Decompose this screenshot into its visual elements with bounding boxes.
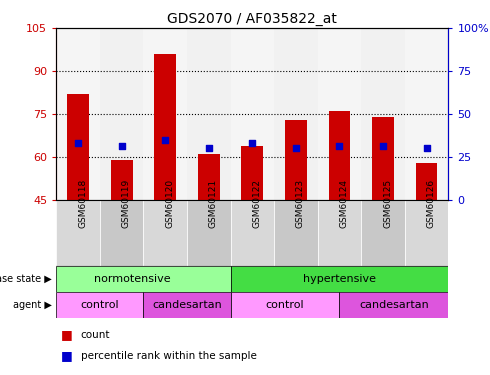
Bar bbox=[187, 200, 231, 266]
Text: GSM60122: GSM60122 bbox=[252, 179, 261, 228]
Text: agent ▶: agent ▶ bbox=[13, 300, 51, 310]
Point bbox=[205, 146, 213, 152]
Text: GSM60125: GSM60125 bbox=[383, 179, 392, 228]
Point bbox=[74, 140, 82, 146]
Bar bbox=[285, 120, 307, 200]
Bar bbox=[56, 266, 231, 292]
Text: GSM60121: GSM60121 bbox=[209, 179, 218, 228]
Text: GSM60123: GSM60123 bbox=[296, 179, 305, 228]
Point bbox=[379, 142, 387, 148]
Bar bbox=[100, 200, 144, 266]
Point bbox=[292, 146, 300, 152]
Bar bbox=[242, 146, 263, 200]
Bar bbox=[405, 28, 448, 200]
Bar bbox=[231, 292, 340, 318]
Text: percentile rank within the sample: percentile rank within the sample bbox=[81, 351, 257, 361]
Bar bbox=[154, 54, 176, 200]
Text: control: control bbox=[80, 300, 119, 310]
Text: GSM60120: GSM60120 bbox=[165, 179, 174, 228]
Bar bbox=[56, 28, 100, 200]
Bar bbox=[231, 28, 274, 200]
Bar bbox=[67, 94, 89, 200]
Text: hypertensive: hypertensive bbox=[303, 274, 376, 284]
Bar bbox=[231, 200, 274, 266]
Point bbox=[161, 137, 169, 143]
Bar bbox=[111, 160, 133, 200]
Bar bbox=[274, 200, 318, 266]
Text: GSM60126: GSM60126 bbox=[427, 179, 436, 228]
Bar bbox=[100, 28, 144, 200]
Title: GDS2070 / AF035822_at: GDS2070 / AF035822_at bbox=[168, 12, 337, 26]
Bar bbox=[361, 28, 405, 200]
Point bbox=[118, 142, 125, 148]
Text: candesartan: candesartan bbox=[152, 300, 222, 310]
Bar bbox=[144, 28, 187, 200]
Text: control: control bbox=[266, 300, 304, 310]
Bar bbox=[329, 111, 350, 200]
Bar bbox=[144, 292, 231, 318]
Text: ■: ■ bbox=[61, 349, 73, 362]
Text: candesartan: candesartan bbox=[359, 300, 429, 310]
Text: GSM60124: GSM60124 bbox=[340, 179, 348, 228]
Bar bbox=[372, 117, 394, 200]
Text: count: count bbox=[81, 330, 110, 340]
Bar bbox=[144, 200, 187, 266]
Bar bbox=[187, 28, 231, 200]
Text: disease state ▶: disease state ▶ bbox=[0, 274, 51, 284]
Point bbox=[248, 140, 256, 146]
Bar bbox=[361, 200, 405, 266]
Bar bbox=[56, 292, 144, 318]
Bar bbox=[198, 154, 220, 200]
Point bbox=[423, 146, 431, 152]
Text: GSM60118: GSM60118 bbox=[78, 178, 87, 228]
Bar bbox=[318, 200, 361, 266]
Bar bbox=[416, 163, 438, 200]
Point bbox=[336, 142, 343, 148]
Text: GSM60119: GSM60119 bbox=[122, 178, 131, 228]
Bar bbox=[231, 266, 448, 292]
Bar bbox=[56, 200, 100, 266]
Bar bbox=[274, 28, 318, 200]
Bar bbox=[340, 292, 448, 318]
Text: ■: ■ bbox=[61, 328, 73, 342]
Bar bbox=[318, 28, 361, 200]
Bar bbox=[405, 200, 448, 266]
Text: normotensive: normotensive bbox=[94, 274, 171, 284]
